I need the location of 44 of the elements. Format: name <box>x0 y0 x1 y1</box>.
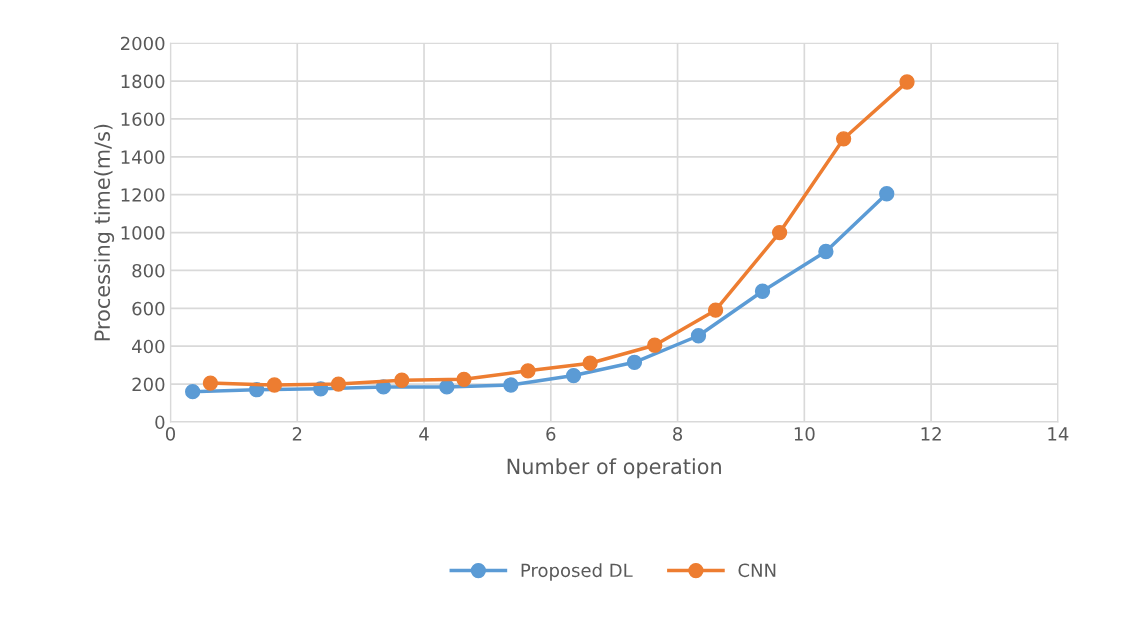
y-axis-title: Processing time(m/s) <box>93 124 115 341</box>
point <box>439 379 455 395</box>
point <box>565 367 582 384</box>
point <box>520 363 536 379</box>
point <box>818 243 834 260</box>
point <box>266 377 283 393</box>
x-tick-label: 4 <box>419 427 429 441</box>
x-tick-label: 8 <box>673 427 683 441</box>
legend-label: CNN <box>738 563 776 578</box>
point <box>647 337 663 353</box>
point <box>582 355 598 371</box>
legend-label: Proposed DL <box>521 563 633 581</box>
point <box>707 302 724 318</box>
point <box>771 224 788 241</box>
point <box>835 131 852 147</box>
point <box>202 375 219 391</box>
y-tick-label: 200 <box>132 377 165 392</box>
y-tick-label: 600 <box>132 301 165 316</box>
point <box>330 376 347 392</box>
point <box>899 74 915 90</box>
y-tick-label: 800 <box>132 263 165 278</box>
y-tick-label: 2000 <box>120 36 165 51</box>
point <box>456 371 472 387</box>
y-tick-label: 1600 <box>121 112 165 127</box>
y-tick-label: 400 <box>132 339 165 354</box>
point <box>394 372 410 388</box>
y-tick-label: 1200 <box>121 188 165 202</box>
point <box>879 186 895 202</box>
y-tick-label: 1800 <box>121 74 165 89</box>
x-tick-label: 0 <box>165 427 176 441</box>
point <box>626 354 643 370</box>
point <box>503 377 519 393</box>
x-axis-title: Number of operation <box>507 458 721 479</box>
y-tick-label: 1400 <box>121 150 165 164</box>
point <box>690 328 707 344</box>
point <box>185 383 201 400</box>
x-tick-label: 10 <box>794 427 815 441</box>
y-tick-label: 1000 <box>121 226 165 240</box>
y-tick-label: 0 <box>155 415 165 430</box>
x-tick-label: 6 <box>546 427 556 441</box>
x-tick-label: 14 <box>1048 427 1069 441</box>
point <box>754 283 771 299</box>
x-tick-label: 12 <box>921 427 941 441</box>
x-tick-label: 2 <box>292 427 302 441</box>
